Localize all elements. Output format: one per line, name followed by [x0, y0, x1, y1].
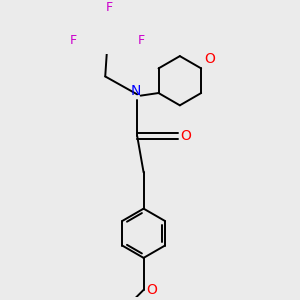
Text: O: O: [147, 283, 158, 297]
Text: O: O: [181, 129, 192, 143]
Text: F: F: [138, 34, 145, 47]
Text: F: F: [106, 1, 113, 14]
Text: F: F: [70, 34, 77, 47]
Text: N: N: [131, 84, 141, 98]
Text: O: O: [205, 52, 215, 66]
